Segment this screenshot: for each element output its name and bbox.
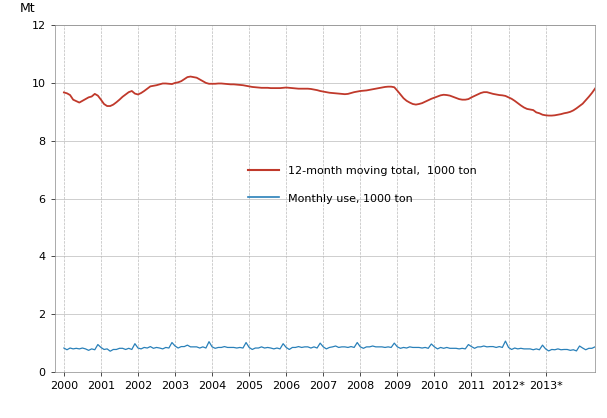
Legend: 12-month moving total,  1000 ton, Monthly use, 1000 ton: 12-month moving total, 1000 ton, Monthly… bbox=[248, 166, 477, 204]
Text: Mt: Mt bbox=[19, 2, 35, 15]
